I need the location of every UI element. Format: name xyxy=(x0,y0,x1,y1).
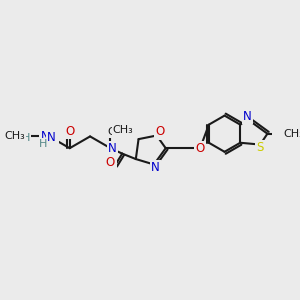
Text: S: S xyxy=(256,141,264,154)
Text: O: O xyxy=(65,125,74,138)
Text: NH: NH xyxy=(40,130,58,143)
Text: N: N xyxy=(243,110,252,123)
Text: H: H xyxy=(22,133,30,143)
Text: N: N xyxy=(47,131,56,144)
Text: N: N xyxy=(108,142,117,155)
Text: CH₃: CH₃ xyxy=(113,125,134,135)
Text: CH₃: CH₃ xyxy=(107,127,128,137)
Text: H: H xyxy=(39,139,47,149)
Text: O: O xyxy=(106,156,115,169)
Text: CH₃: CH₃ xyxy=(4,131,25,141)
Text: CH₃: CH₃ xyxy=(283,129,300,139)
Text: N: N xyxy=(152,161,160,174)
Text: O: O xyxy=(156,125,165,138)
Text: O: O xyxy=(196,142,205,155)
Text: O: O xyxy=(107,157,116,170)
